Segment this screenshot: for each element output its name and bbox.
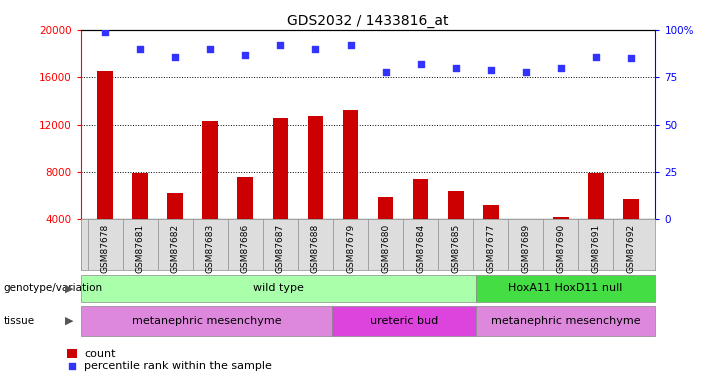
- Point: [170, 54, 181, 60]
- Bar: [308, 116, 323, 219]
- Bar: [97, 71, 113, 219]
- Point: [555, 65, 566, 71]
- Text: GSM87688: GSM87688: [311, 224, 320, 273]
- Bar: [67, 350, 77, 358]
- Text: GSM87681: GSM87681: [136, 224, 144, 273]
- Text: GSM87690: GSM87690: [557, 224, 565, 273]
- Point: [380, 69, 391, 75]
- Point: [100, 29, 111, 35]
- Text: ureteric bud: ureteric bud: [370, 316, 438, 326]
- Bar: [332, 306, 476, 336]
- Bar: [448, 191, 463, 219]
- Text: count: count: [84, 349, 116, 359]
- Text: GSM87682: GSM87682: [171, 224, 179, 273]
- Text: metanephric mesenchyme: metanephric mesenchyme: [132, 316, 281, 326]
- Point: [415, 61, 426, 67]
- Text: GSM87691: GSM87691: [592, 224, 600, 273]
- Text: tissue: tissue: [4, 316, 34, 326]
- Text: GSM87680: GSM87680: [381, 224, 390, 273]
- Text: percentile rank within the sample: percentile rank within the sample: [84, 361, 272, 371]
- Point: [310, 46, 321, 52]
- Text: GSM87689: GSM87689: [522, 224, 530, 273]
- Text: GSM87692: GSM87692: [627, 224, 635, 273]
- Point: [66, 363, 77, 369]
- Point: [240, 52, 251, 58]
- Bar: [273, 118, 288, 219]
- Bar: [378, 197, 393, 219]
- Point: [485, 67, 496, 73]
- Bar: [203, 121, 218, 219]
- Bar: [518, 219, 533, 224]
- Title: GDS2032 / 1433816_at: GDS2032 / 1433816_at: [287, 13, 449, 28]
- Bar: [553, 217, 569, 219]
- Bar: [81, 275, 476, 302]
- Text: GSM87677: GSM87677: [486, 224, 495, 273]
- Point: [205, 46, 216, 52]
- Text: GSM87687: GSM87687: [276, 224, 285, 273]
- Text: GSM87678: GSM87678: [101, 224, 109, 273]
- Bar: [476, 275, 655, 302]
- Text: ▶: ▶: [65, 316, 74, 326]
- Point: [520, 69, 531, 75]
- Point: [135, 46, 146, 52]
- Bar: [81, 306, 332, 336]
- Point: [275, 42, 286, 48]
- Point: [625, 56, 637, 62]
- Bar: [588, 173, 604, 219]
- Text: HoxA11 HoxD11 null: HoxA11 HoxD11 null: [508, 284, 622, 293]
- Bar: [238, 177, 253, 219]
- Text: GSM87686: GSM87686: [241, 224, 250, 273]
- Bar: [483, 205, 498, 219]
- Bar: [623, 199, 639, 219]
- Text: GSM87684: GSM87684: [416, 224, 425, 273]
- Bar: [168, 194, 183, 219]
- Point: [345, 42, 356, 48]
- Bar: [343, 111, 358, 219]
- Text: GSM87683: GSM87683: [206, 224, 215, 273]
- Bar: [132, 173, 148, 219]
- Bar: [476, 306, 655, 336]
- Point: [450, 65, 461, 71]
- Text: GSM87679: GSM87679: [346, 224, 355, 273]
- Text: metanephric mesenchyme: metanephric mesenchyme: [491, 316, 641, 326]
- Text: genotype/variation: genotype/variation: [4, 284, 102, 293]
- Text: ▶: ▶: [65, 284, 74, 293]
- Point: [590, 54, 601, 60]
- Text: wild type: wild type: [253, 284, 304, 293]
- Text: GSM87685: GSM87685: [451, 224, 460, 273]
- Bar: [413, 179, 428, 219]
